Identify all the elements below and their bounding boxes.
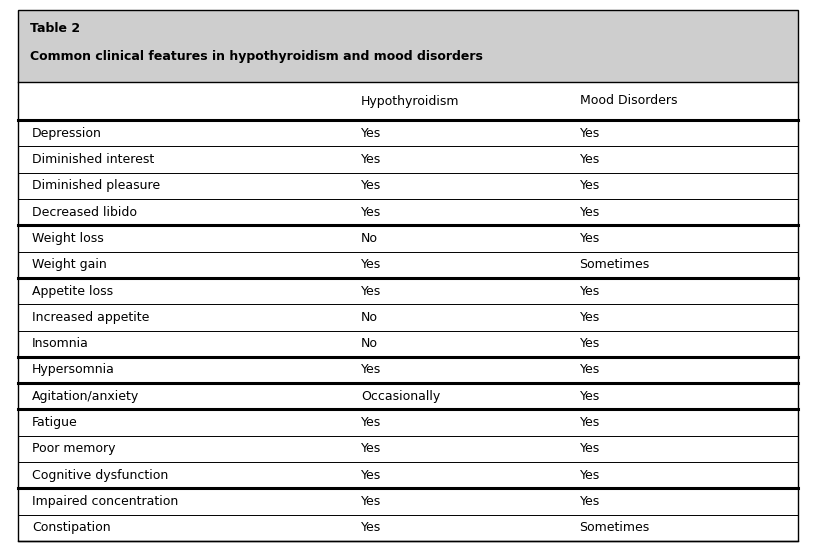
Text: No: No bbox=[361, 311, 378, 324]
Text: Yes: Yes bbox=[579, 206, 600, 219]
Text: Yes: Yes bbox=[579, 337, 600, 350]
Bar bbox=[18, 10, 798, 82]
Text: Yes: Yes bbox=[579, 416, 600, 429]
Text: Yes: Yes bbox=[361, 258, 381, 271]
Text: Appetite loss: Appetite loss bbox=[32, 284, 113, 298]
Text: Sometimes: Sometimes bbox=[579, 521, 650, 534]
Text: Yes: Yes bbox=[361, 521, 381, 534]
Text: Yes: Yes bbox=[579, 390, 600, 403]
Text: Yes: Yes bbox=[361, 206, 381, 219]
Text: Common clinical features in hypothyroidism and mood disorders: Common clinical features in hypothyroidi… bbox=[30, 51, 483, 63]
Text: Yes: Yes bbox=[579, 469, 600, 482]
Text: Diminished interest: Diminished interest bbox=[32, 153, 154, 166]
Text: Diminished pleasure: Diminished pleasure bbox=[32, 179, 160, 192]
Text: Depression: Depression bbox=[32, 127, 102, 139]
Text: No: No bbox=[361, 337, 378, 350]
Text: Yes: Yes bbox=[579, 442, 600, 456]
Text: Yes: Yes bbox=[579, 153, 600, 166]
Text: Agitation/anxiety: Agitation/anxiety bbox=[32, 390, 140, 403]
Text: Yes: Yes bbox=[579, 284, 600, 298]
Text: Yes: Yes bbox=[579, 364, 600, 376]
Text: No: No bbox=[361, 232, 378, 245]
Text: Constipation: Constipation bbox=[32, 521, 111, 534]
Text: Yes: Yes bbox=[579, 311, 600, 324]
Text: Yes: Yes bbox=[361, 364, 381, 376]
Text: Insomnia: Insomnia bbox=[32, 337, 89, 350]
Text: Occasionally: Occasionally bbox=[361, 390, 441, 403]
Text: Impaired concentration: Impaired concentration bbox=[32, 495, 178, 508]
Text: Yes: Yes bbox=[361, 416, 381, 429]
Text: Yes: Yes bbox=[579, 127, 600, 139]
Text: Increased appetite: Increased appetite bbox=[32, 311, 149, 324]
Text: Weight loss: Weight loss bbox=[32, 232, 104, 245]
Text: Poor memory: Poor memory bbox=[32, 442, 116, 456]
Text: Decreased libido: Decreased libido bbox=[32, 206, 137, 219]
Text: Yes: Yes bbox=[361, 469, 381, 482]
Text: Yes: Yes bbox=[361, 127, 381, 139]
Text: Weight gain: Weight gain bbox=[32, 258, 107, 271]
Text: Table 2: Table 2 bbox=[30, 23, 80, 35]
Text: Yes: Yes bbox=[579, 232, 600, 245]
Text: Hypothyroidism: Hypothyroidism bbox=[361, 95, 459, 107]
Text: Yes: Yes bbox=[579, 179, 600, 192]
Text: Sometimes: Sometimes bbox=[579, 258, 650, 271]
Text: Hypersomnia: Hypersomnia bbox=[32, 364, 115, 376]
Text: Fatigue: Fatigue bbox=[32, 416, 78, 429]
Text: Yes: Yes bbox=[361, 442, 381, 456]
Text: Yes: Yes bbox=[361, 284, 381, 298]
Text: Mood Disorders: Mood Disorders bbox=[579, 95, 677, 107]
Text: Yes: Yes bbox=[361, 153, 381, 166]
Text: Yes: Yes bbox=[361, 495, 381, 508]
Text: Yes: Yes bbox=[579, 495, 600, 508]
Text: Cognitive dysfunction: Cognitive dysfunction bbox=[32, 469, 168, 482]
Text: Yes: Yes bbox=[361, 179, 381, 192]
